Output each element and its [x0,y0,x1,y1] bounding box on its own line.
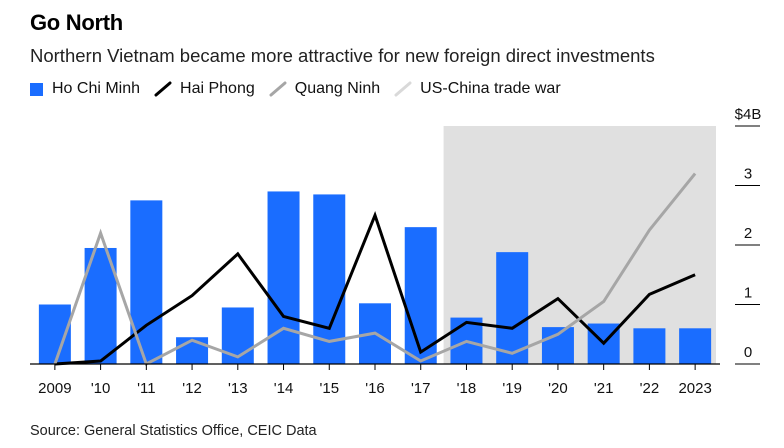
bar-ho-chi-minh-8 [404,227,437,364]
legend-line-trade-war-icon [394,81,412,97]
x-tick-label-7: '16 [365,380,385,397]
legend-line-quang-ninh-icon [269,81,287,97]
x-tick-label-5: '14 [274,380,294,397]
source-note: Source: General Statistics Office, CEIC … [30,423,317,439]
legend-label-quang-ninh: Quang Ninh [294,80,381,97]
legend-label-ho-chi-minh: Ho Chi Minh [52,80,141,97]
legend-item-trade-war: US-China trade war [394,80,561,98]
x-tick-label-3: '12 [182,380,202,397]
x-tick-label-6: '15 [319,380,339,397]
chart-subtitle: Northern Vietnam became more attractive … [30,45,655,66]
legend-line-hai-phong-icon [154,81,172,97]
x-tick-label-10: '19 [502,380,522,397]
x-tick-label-4: '13 [228,380,248,397]
y-tick-label-1: 1 [744,285,752,302]
legend-item-hai-phong: Hai Phong [154,80,255,98]
legend-label-hai-phong: Hai Phong [180,80,255,97]
x-tick-label-13: '22 [640,380,660,397]
legend-swatch-ho-chi-minh [30,82,43,96]
legend-label-trade-war: US-China trade war [420,80,561,97]
line-quang-ninh [53,172,697,367]
bar-ho-chi-minh-5 [267,191,300,364]
y-tick-label-4: $4B [735,106,762,123]
x-tick-label-8: '17 [411,380,431,397]
legend: Ho Chi Minh Hai Phong Quang Ninh US-Chin… [30,79,575,99]
x-tick-label-1: '10 [91,380,111,397]
bar-ho-chi-minh-6 [313,194,346,364]
y-tick-label-3: 3 [744,166,752,183]
x-tick-label-12: '21 [594,380,614,397]
x-tick-label-0: 2009 [38,380,71,397]
y-tick-label-0: 0 [744,344,752,361]
bar-ho-chi-minh-13 [633,328,666,364]
x-tick-label-11: '20 [548,380,568,397]
trade-war-shaded-region [443,126,716,364]
x-tick-label-2: '11 [137,380,155,397]
legend-item-ho-chi-minh: Ho Chi Minh [30,80,140,98]
bar-ho-chi-minh-14 [679,328,712,364]
line-hai-phong [54,210,696,366]
legend-item-quang-ninh: Quang Ninh [269,80,380,98]
x-tick-label-9: '18 [457,380,477,397]
bar-ho-chi-minh-10 [496,252,529,364]
y-tick-label-2: 2 [744,225,752,242]
bar-ho-chi-minh-2 [130,200,163,364]
x-tick-label-14: 2023 [678,380,711,397]
chart-title: Go North [30,10,123,35]
